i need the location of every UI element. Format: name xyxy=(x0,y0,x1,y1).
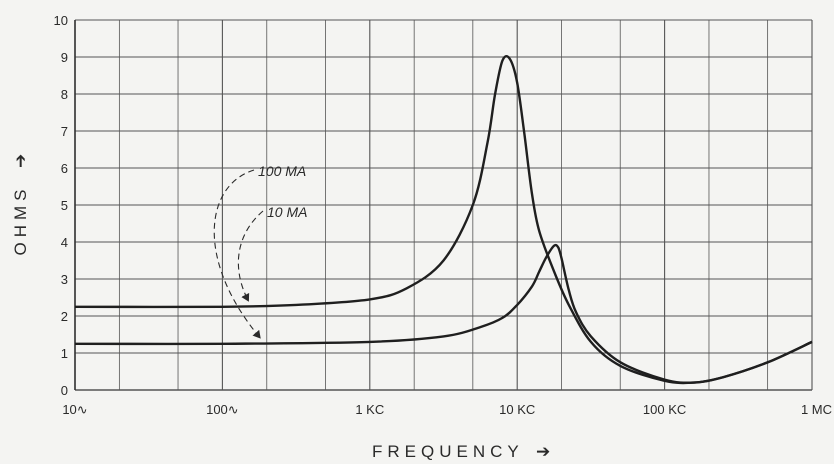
y-tick-label: 6 xyxy=(61,161,68,176)
y-tick-label: 2 xyxy=(61,309,68,324)
x-tick-label: 10∿ xyxy=(62,402,87,417)
y-tick-labels: 0 1 2 3 4 5 6 7 8 9 10 xyxy=(54,13,68,398)
y-tick-label: 0 xyxy=(61,383,68,398)
x-axis-arrow: ➔ xyxy=(536,442,550,461)
y-tick-label: 10 xyxy=(54,13,68,28)
y-tick-label: 1 xyxy=(61,346,68,361)
x-tick-labels: 10∿ 100∿ 1 KC 10 KC 100 KC 1 MC xyxy=(62,402,832,417)
y-axis-arrow: ➔ xyxy=(11,154,30,168)
y-tick-label: 5 xyxy=(61,198,68,213)
leader-10ma xyxy=(237,210,264,302)
x-tick-label: 1 KC xyxy=(355,402,384,417)
series-line-0 xyxy=(74,55,813,385)
annotation-10ma: 10 MA xyxy=(267,204,307,220)
grid xyxy=(74,19,813,391)
y-tick-label: 8 xyxy=(61,87,68,102)
x-tick-label: 100 KC xyxy=(643,402,686,417)
series-lines xyxy=(74,55,813,385)
y-tick-label: 4 xyxy=(61,235,68,250)
x-axis-title: FREQUENCY xyxy=(372,442,524,461)
y-tick-label: 9 xyxy=(61,50,68,65)
y-axis-title: OHMS xyxy=(11,185,30,256)
annotation-100ma: 100 MA xyxy=(258,163,306,179)
x-tick-label: 10 KC xyxy=(499,402,535,417)
x-tick-label: 1 MC xyxy=(801,402,832,417)
leader-100ma xyxy=(213,169,261,339)
x-tick-label: 100∿ xyxy=(206,402,239,417)
y-tick-label: 3 xyxy=(61,272,68,287)
annotations: 100 MA 10 MA xyxy=(213,163,307,339)
series-line-1 xyxy=(74,243,813,384)
y-tick-label: 7 xyxy=(61,124,68,139)
